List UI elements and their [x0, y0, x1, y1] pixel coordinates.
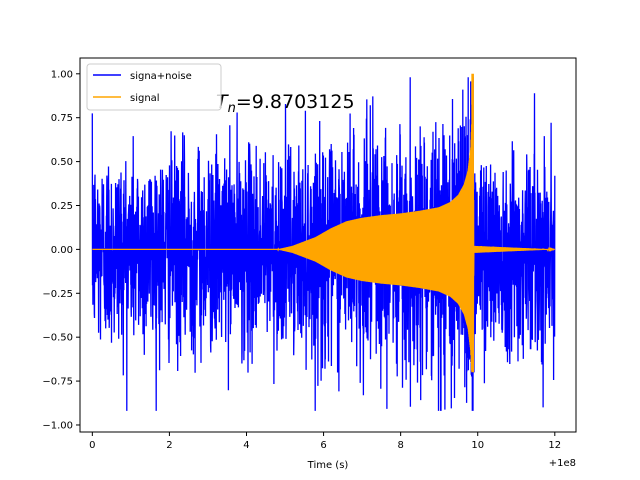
annotation: Tn=9.8703125 [216, 91, 355, 116]
y-tick-label: −1.00 [42, 420, 73, 431]
x-axis-label: Time (s) [307, 460, 349, 471]
y-axis: −1.00 −0.75 −0.50 −0.25 0.00 0.25 0.50 0.75 1.00 [42, 69, 80, 431]
legend-label-signal: signal [130, 93, 160, 104]
x-tick-label: 10 [471, 440, 484, 451]
x-tick-label: 0 [89, 440, 95, 451]
x-tick-label: 4 [243, 440, 249, 451]
series-line-signa-noise [91, 77, 556, 411]
x-tick-label: 6 [320, 440, 326, 451]
series-layer [91, 73, 556, 411]
legend: signa+noise signal [86, 63, 222, 111]
y-tick-label: 0.50 [51, 157, 73, 168]
annotation-value: =9.8703125 [236, 91, 355, 113]
x-tick-label: 12 [548, 440, 561, 451]
annotation-sub: n [228, 101, 236, 116]
y-tick-label: 1.00 [51, 69, 73, 80]
y-tick-label: 0.00 [51, 245, 73, 256]
x-offset-label: +1e8 [549, 458, 576, 469]
x-tick-label: 8 [397, 440, 403, 451]
x-axis: 0 2 4 6 8 10 12 [89, 432, 561, 451]
y-tick-label: −0.50 [42, 333, 73, 344]
series-line-signal [92, 73, 555, 373]
x-tick-label: 2 [166, 440, 172, 451]
legend-label-signa-noise: signa+noise [130, 71, 192, 82]
y-tick-label: −0.25 [42, 289, 73, 300]
plot-frame [79, 57, 577, 433]
y-tick-label: 0.25 [51, 201, 73, 212]
y-tick-label: −0.75 [42, 377, 73, 388]
y-tick-label: 0.75 [51, 113, 73, 124]
